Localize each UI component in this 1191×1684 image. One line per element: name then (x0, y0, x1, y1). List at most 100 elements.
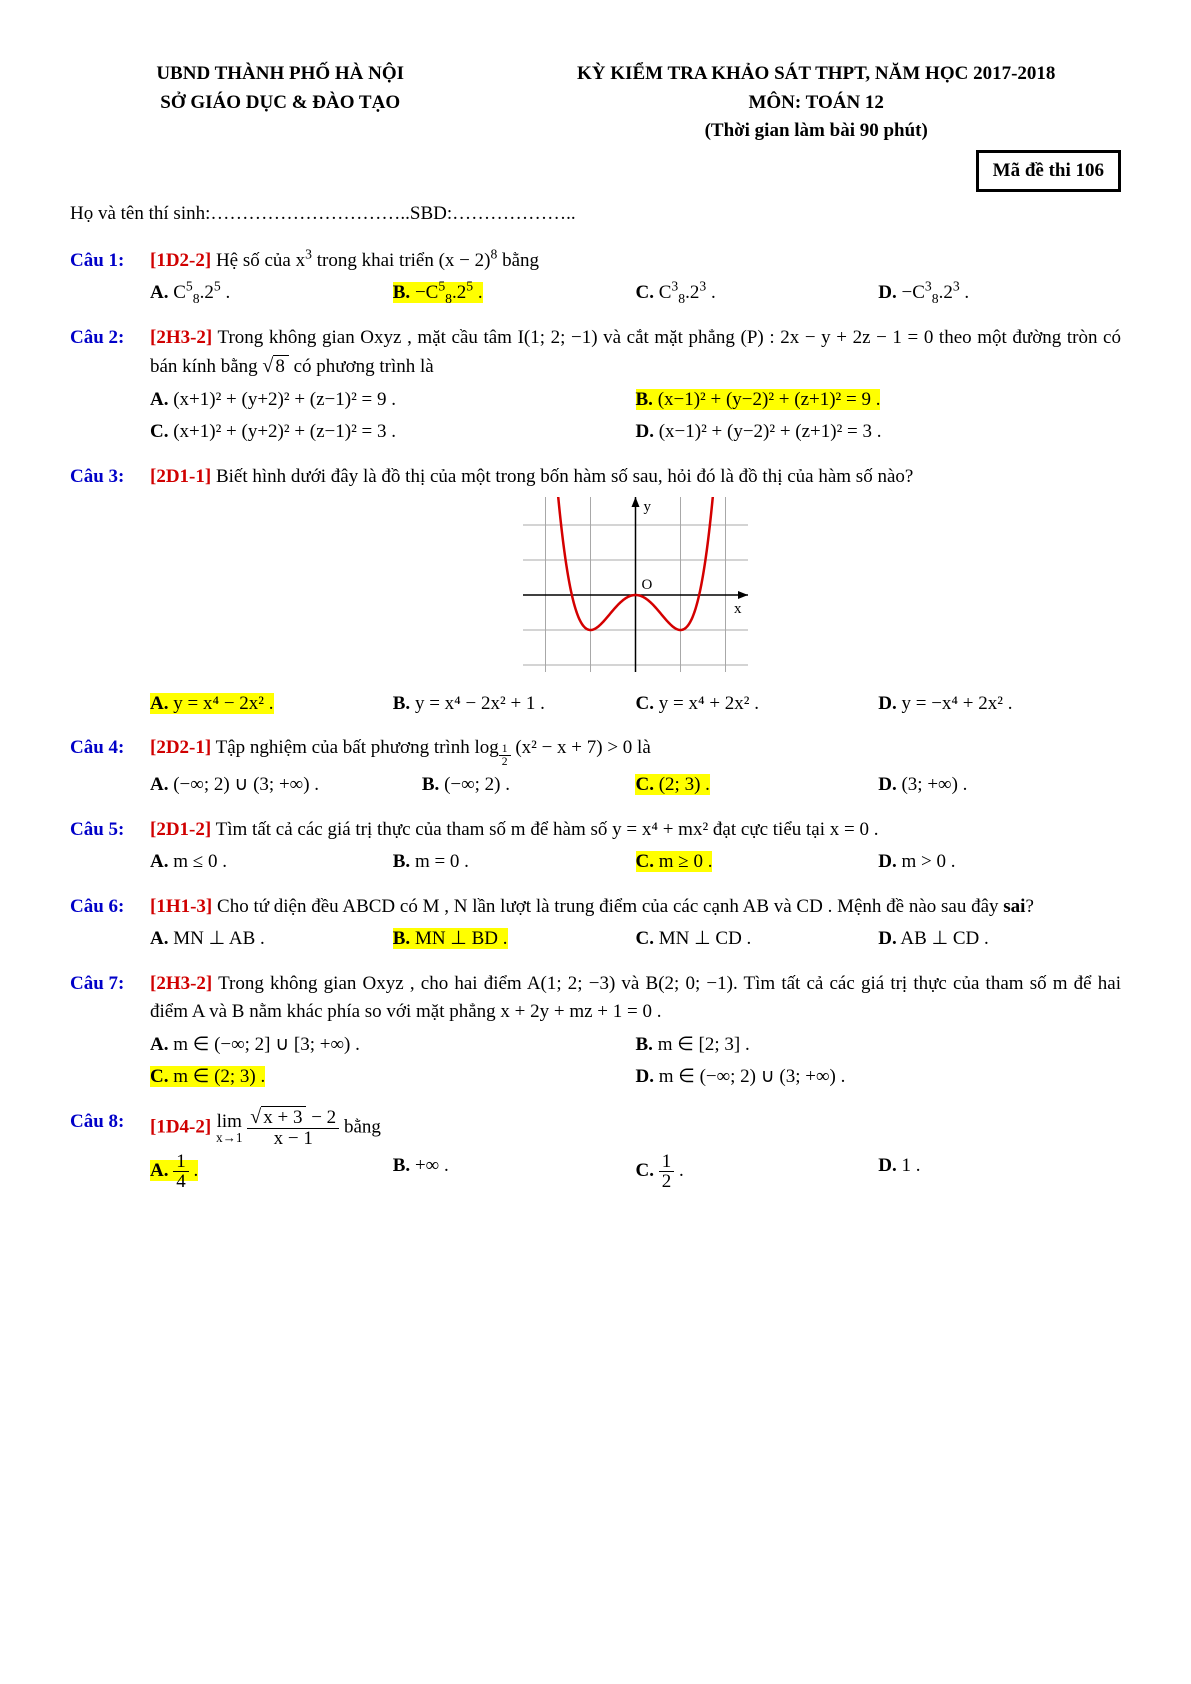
q3-opt-c: C. y = x⁴ + 2x² . (636, 688, 879, 721)
question-2: Câu 2: [2H3-2] Trong không gian Oxyz , m… (70, 324, 1121, 449)
q1-exp1: 3 (305, 246, 312, 261)
q3-opt-d: D. y = −x⁴ + 2x² . (878, 688, 1121, 721)
q7-options: A. m ∈ (−∞; 2] ∪ [3; +∞) . B. m ∈ [2; 3]… (150, 1029, 1121, 1094)
org-line1: UBND THÀNH PHỐ HÀ NỘI (70, 60, 490, 89)
q5-stem: Tìm tất cả các giá trị thực của tham số … (216, 819, 879, 840)
q6-opt-b: B. MN ⊥ BD . (393, 923, 636, 956)
exam-code-box: Mã đề thi 106 (976, 150, 1121, 193)
q4-options: A. (−∞; 2) ∪ (3; +∞) . B. (−∞; 2) . C. (… (150, 769, 1121, 802)
q5-opt-a: A. m ≤ 0 . (150, 846, 393, 879)
q6-body: [1H1-3] Cho tứ diện đều ABCD có M , N lầ… (150, 893, 1121, 956)
q4-opt-d: D. (3; +∞) . (878, 769, 1121, 802)
q7-number: Câu 7: (70, 970, 150, 1094)
q6-opt-d: D. AB ⊥ CD . (878, 923, 1121, 956)
q7-tag: [2H3-2] (150, 973, 212, 994)
q1-body: [1D2-2] Hệ số của x3 trong khai triển (x… (150, 247, 1121, 310)
q6-number: Câu 6: (70, 893, 150, 956)
q1-stem-2: trong khai triển (x − 2) (317, 250, 491, 271)
q7-opt-c: C. m ∈ (2; 3) . (150, 1061, 636, 1094)
q8-body: [1D4-2] limx→1 √x + 3 − 2 x − 1 bằng A. … (150, 1108, 1121, 1193)
exam-title: KỲ KIỂM TRA KHẢO SÁT THPT, NĂM HỌC 2017-… (511, 60, 1121, 89)
q2-opt-d: D. (x−1)² + (y−2)² + (z+1)² = 3 . (636, 416, 1122, 449)
q6-stem-tail: ? (1025, 896, 1033, 917)
header-right: KỲ KIỂM TRA KHẢO SÁT THPT, NĂM HỌC 2017-… (511, 60, 1121, 146)
q8-number: Câu 8: (70, 1108, 150, 1193)
q3-body: [2D1-1] Biết hình dưới đây là đồ thị của… (150, 463, 1121, 721)
q8-tag: [1D4-2] (150, 1116, 211, 1137)
q1-number: Câu 1: (70, 247, 150, 310)
question-3: Câu 3: [2D1-1] Biết hình dưới đây là đồ … (70, 463, 1121, 721)
svg-text:O: O (642, 577, 653, 593)
q5-opt-c: C. m ≥ 0 . (636, 846, 879, 879)
q8-opt-b: B. +∞ . (393, 1150, 636, 1193)
q7-opt-a: A. m ∈ (−∞; 2] ∪ [3; +∞) . (150, 1029, 636, 1062)
question-1: Câu 1: [1D2-2] Hệ số của x3 trong khai t… (70, 247, 1121, 310)
q8-stem-tail: bằng (344, 1116, 381, 1137)
q2-options: A. (x+1)² + (y+2)² + (z−1)² = 9 . B. (x−… (150, 384, 1121, 449)
q6-tag: [1H1-3] (150, 896, 212, 917)
q4-body: [2D2-1] Tập nghiệm của bất phương trình … (150, 734, 1121, 801)
q1-opt-c: C. C38.23 . (636, 277, 879, 310)
subject: MÔN: TOÁN 12 (511, 89, 1121, 118)
page-header: UBND THÀNH PHỐ HÀ NỘI SỞ GIÁO DỤC & ĐÀO … (70, 60, 1121, 146)
q4-opt-c: C. (2; 3) . (635, 769, 878, 802)
q6-opt-a: A. MN ⊥ AB . (150, 923, 393, 956)
question-5: Câu 5: [2D1-2] Tìm tất cả các giá trị th… (70, 816, 1121, 879)
q8-opt-d: D. 1 . (878, 1150, 1121, 1193)
q3-opt-b: B. y = x⁴ − 2x² + 1 . (393, 688, 636, 721)
q7-opt-b: B. m ∈ [2; 3] . (636, 1029, 1122, 1062)
q4-tag: [2D2-1] (150, 737, 211, 758)
svg-text:x: x (734, 601, 742, 617)
q2-body: [2H3-2] Trong không gian Oxyz , mặt cầu … (150, 324, 1121, 449)
question-8: Câu 8: [1D4-2] limx→1 √x + 3 − 2 x − 1 b… (70, 1108, 1121, 1193)
q5-tag: [2D1-2] (150, 819, 211, 840)
question-6: Câu 6: [1H1-3] Cho tứ diện đều ABCD có M… (70, 893, 1121, 956)
q8-opt-c: C. 12 . (636, 1150, 879, 1193)
q1-opt-b: B. −C58.25 . (393, 277, 636, 310)
q5-opt-d: D. m > 0 . (878, 846, 1121, 879)
q4-log-base: 12 (499, 746, 511, 761)
q4-number: Câu 4: (70, 734, 150, 801)
q6-opt-c: C. MN ⊥ CD . (636, 923, 879, 956)
q4-opt-a: A. (−∞; 2) ∪ (3; +∞) . (150, 769, 422, 802)
q1-opt-a: A. C58.25 . (150, 277, 393, 310)
sqrt-sign: √ (262, 355, 273, 377)
q8-opt-a: A. 14 . (150, 1150, 393, 1193)
q1-tag: [1D2-2] (150, 250, 211, 271)
q1-stem-1: Hệ số của x (216, 250, 305, 271)
q3-graph: Ox y (150, 497, 1121, 682)
q3-tag: [2D1-1] (150, 466, 211, 487)
q8-options: A. 14 . B. +∞ . C. 12 . D. 1 . (150, 1150, 1121, 1193)
q4-stem-pre: Tập nghiệm của bất phương trình log (216, 737, 499, 758)
q4-opt-b: B. (−∞; 2) . (422, 769, 636, 802)
q2-number: Câu 2: (70, 324, 150, 449)
q1-stem-3: bằng (502, 250, 539, 271)
q6-options: A. MN ⊥ AB . B. MN ⊥ BD . C. MN ⊥ CD . D… (150, 923, 1121, 956)
q1-options: A. C58.25 . B. −C58.25 . C. C38.23 . D. … (150, 277, 1121, 310)
svg-text:y: y (644, 499, 652, 515)
q5-number: Câu 5: (70, 816, 150, 879)
quartic-graph: Ox y (523, 497, 748, 672)
q2-opt-a: A. (x+1)² + (y+2)² + (z−1)² = 9 . (150, 384, 636, 417)
q5-options: A. m ≤ 0 . B. m = 0 . C. m ≥ 0 . D. m > … (150, 846, 1121, 879)
q3-opt-a: A. y = x⁴ − 2x² . (150, 688, 393, 721)
q7-body: [2H3-2] Trong không gian Oxyz , cho hai … (150, 970, 1121, 1094)
q5-opt-b: B. m = 0 . (393, 846, 636, 879)
q6-stem-bold: sai (1003, 896, 1025, 917)
q8-frac: √x + 3 − 2 x − 1 (247, 1108, 339, 1148)
header-left: UBND THÀNH PHỐ HÀ NỘI SỞ GIÁO DỤC & ĐÀO … (70, 60, 490, 146)
question-7: Câu 7: [2H3-2] Trong không gian Oxyz , c… (70, 970, 1121, 1094)
q2-opt-b: B. (x−1)² + (y−2)² + (z+1)² = 9 . (636, 384, 1122, 417)
q8-frac-num: √x + 3 − 2 (247, 1108, 339, 1129)
q7-opt-d: D. m ∈ (−∞; 2) ∪ (3; +∞) . (636, 1061, 1122, 1094)
q6-stem-1: Cho tứ diện đều ABCD có M , N lần lượt l… (217, 896, 1003, 917)
q2-stem-2: có phương trình là (294, 356, 434, 377)
exam-code-row: Mã đề thi 106 (70, 150, 1121, 193)
q2-tag: [2H3-2] (150, 327, 212, 348)
q3-options: A. y = x⁴ − 2x² . B. y = x⁴ − 2x² + 1 . … (150, 688, 1121, 721)
org-line2: SỞ GIÁO DỤC & ĐÀO TẠO (70, 89, 490, 118)
q2-opt-c: C. (x+1)² + (y+2)² + (z−1)² = 3 . (150, 416, 636, 449)
q3-number: Câu 3: (70, 463, 150, 721)
q8-limit: limx→1 (216, 1112, 243, 1144)
q5-body: [2D1-2] Tìm tất cả các giá trị thực của … (150, 816, 1121, 879)
